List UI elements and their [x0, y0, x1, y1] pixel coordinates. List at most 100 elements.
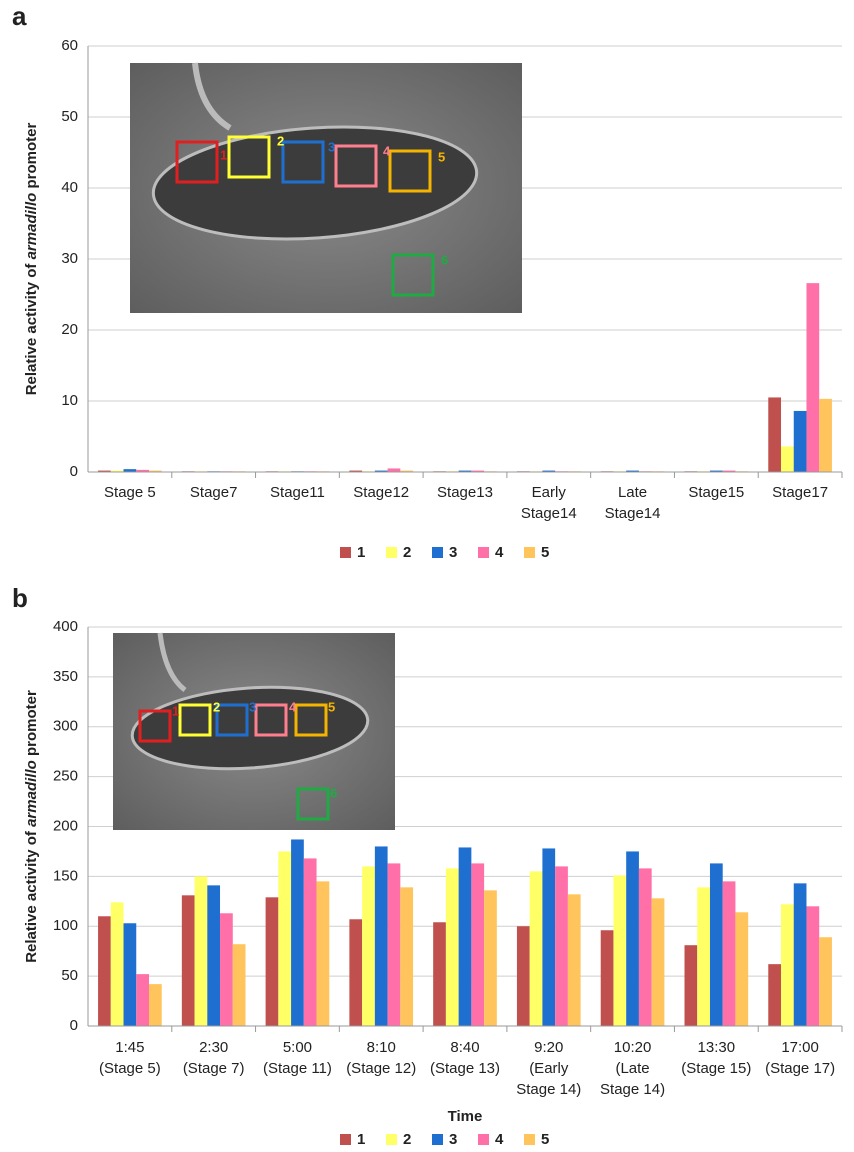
x-tick-label: Stage14 — [521, 505, 577, 522]
y-axis-title-part: Relative activity of — [23, 259, 40, 395]
y-tick-label: 50 — [61, 108, 78, 125]
bar — [639, 868, 652, 1026]
x-tick-label: Stage13 — [437, 484, 493, 501]
y-tick-label: 60 — [61, 37, 78, 54]
legend-swatch — [340, 547, 351, 558]
bar — [266, 897, 279, 1026]
y-axis-title: Relative activity of armadillo promoter — [23, 690, 40, 963]
y-axis-title-part: armadillo — [23, 760, 40, 827]
legend-swatch — [386, 547, 397, 558]
x-tick-label: 1:45 — [115, 1039, 144, 1056]
bar — [433, 922, 446, 1026]
x-tick-label: Stage11 — [270, 484, 325, 501]
x-tick-label: Stage12 — [353, 484, 409, 501]
legend-swatch — [478, 1134, 489, 1145]
inset-label: 1 — [172, 703, 179, 718]
bar — [781, 446, 794, 472]
bar — [484, 890, 497, 1026]
y-tick-label: 400 — [53, 618, 78, 635]
bar — [446, 868, 459, 1026]
legend-swatch — [432, 1134, 443, 1145]
legend-label: 2 — [403, 1131, 411, 1148]
x-tick-label: Stage 5 — [104, 484, 156, 501]
bar — [362, 866, 375, 1026]
x-tick-label: Stage 14) — [516, 1081, 581, 1098]
inset-label: 4 — [289, 699, 297, 714]
legend-label: 3 — [449, 1131, 457, 1148]
x-tick-label: Late — [618, 484, 647, 501]
x-tick-label: (Stage 13) — [430, 1060, 500, 1077]
y-tick-label: 300 — [53, 718, 78, 735]
bar — [768, 964, 781, 1026]
bar — [542, 848, 555, 1026]
inset-label: 2 — [213, 699, 220, 714]
bar — [375, 846, 388, 1026]
bar — [388, 863, 401, 1026]
y-tick-label: 40 — [61, 179, 78, 196]
y-axis-title: Relative activity of armadillo promoter — [23, 123, 40, 396]
bar — [781, 904, 794, 1026]
x-tick-label: Stage7 — [190, 484, 238, 501]
y-tick-label: 30 — [61, 250, 78, 267]
x-tick-label: 8:10 — [367, 1039, 396, 1056]
bar — [111, 902, 124, 1026]
inset-label: 3 — [328, 139, 335, 154]
x-tick-label: 8:40 — [450, 1039, 479, 1056]
x-tick-label: 10:20 — [614, 1039, 652, 1056]
bar — [291, 839, 304, 1026]
x-tick-label: Stage 14) — [600, 1081, 665, 1098]
x-tick-label: (Stage 12) — [346, 1060, 416, 1077]
bar — [697, 887, 710, 1026]
legend-swatch — [432, 547, 443, 558]
y-tick-label: 10 — [61, 392, 78, 409]
bar — [768, 397, 781, 472]
legend-swatch — [340, 1134, 351, 1145]
x-tick-label: 17:00 — [781, 1039, 819, 1056]
y-tick-label: 100 — [53, 917, 78, 934]
bar — [652, 898, 665, 1026]
legend-swatch — [524, 547, 535, 558]
inset-label: 1 — [220, 147, 227, 162]
y-axis-title-part: Relative activity of — [23, 827, 40, 963]
bar — [124, 923, 137, 1026]
legend-label: 2 — [403, 544, 411, 561]
bar — [220, 913, 233, 1026]
bar — [806, 283, 819, 472]
bar — [304, 858, 317, 1026]
x-tick-label: (Stage 11) — [263, 1060, 332, 1077]
bar — [568, 894, 581, 1026]
x-tick-label: Stage14 — [605, 505, 661, 522]
bar — [601, 930, 614, 1026]
bar — [517, 926, 530, 1026]
bar — [278, 851, 291, 1026]
y-axis-title-part: promoter — [23, 690, 40, 760]
bar — [613, 875, 626, 1026]
inset-label: 4 — [383, 143, 391, 158]
inset-label: 6 — [330, 785, 337, 800]
y-tick-label: 350 — [53, 668, 78, 685]
legend-label: 4 — [495, 1131, 504, 1148]
bar — [207, 885, 220, 1026]
x-tick-label: (Stage 7) — [183, 1060, 245, 1077]
legend-label: 4 — [495, 544, 504, 561]
y-tick-label: 0 — [70, 463, 78, 480]
inset-photo-a — [130, 63, 522, 313]
y-tick-label: 250 — [53, 768, 78, 785]
inset-photo-b — [113, 633, 395, 830]
inset-label: 2 — [277, 133, 284, 148]
x-tick-label: Stage17 — [772, 484, 828, 501]
inset-label: 5 — [438, 149, 445, 164]
bar — [400, 887, 413, 1026]
legend-swatch — [386, 1134, 397, 1145]
bar — [317, 881, 330, 1026]
bar — [735, 912, 748, 1026]
bar — [349, 919, 362, 1026]
legend-label: 1 — [357, 544, 365, 561]
panel-label: a — [12, 1, 27, 31]
x-tick-label: Early — [532, 484, 567, 501]
x-tick-label: Stage15 — [688, 484, 744, 501]
bar — [388, 468, 401, 472]
bar — [806, 906, 819, 1026]
x-tick-label: (Stage 5) — [99, 1060, 161, 1077]
bar — [626, 851, 639, 1026]
